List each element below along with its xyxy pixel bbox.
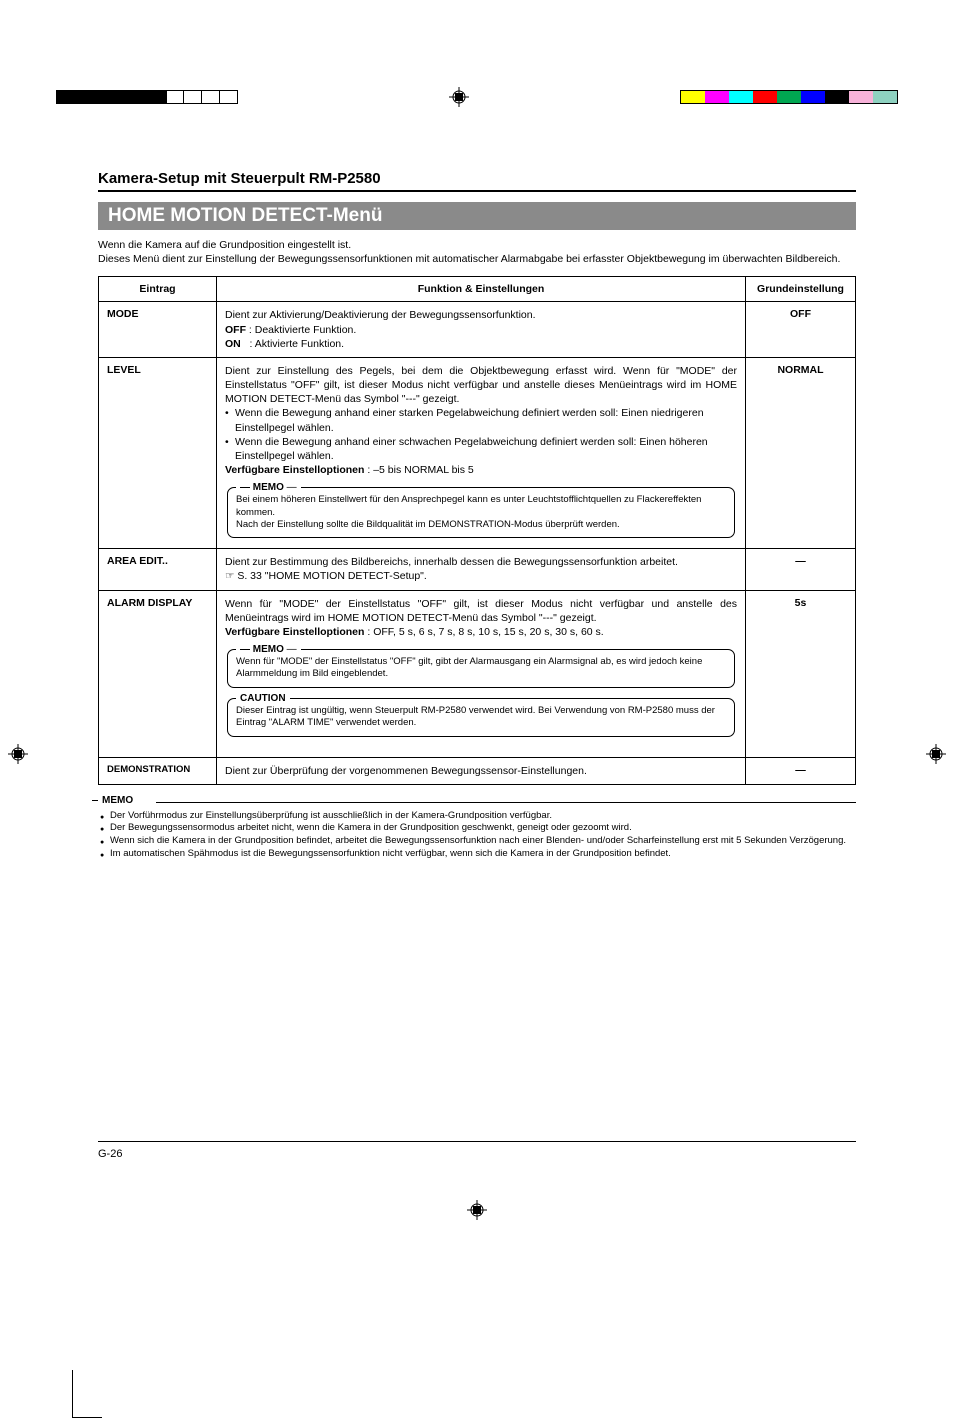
table-header-row: Eintrag Funktion & Einstellungen Grundei… — [99, 277, 856, 302]
reg-mark-bottom-icon — [0, 1200, 954, 1225]
memo-label: MEMO — [236, 643, 301, 656]
crop-mark-icon — [72, 1370, 102, 1418]
registration-top — [56, 84, 898, 110]
reg-mark-left-icon — [8, 744, 28, 769]
row-default: OFF — [746, 302, 856, 358]
table-row: LEVEL Dient zur Einstellung des Pegels, … — [99, 357, 856, 548]
page-memo-item: Der Bewegungssensormodus arbeitet nicht,… — [110, 822, 856, 835]
memo-box: MEMO Bei einem höheren Einstellwert für … — [227, 487, 735, 538]
level-b1: Wenn die Bewegung anhand einer starken P… — [235, 406, 737, 434]
settings-table: Eintrag Funktion & Einstellungen Grundei… — [98, 276, 856, 784]
reg-left — [56, 90, 238, 104]
row-desc: Dient zur Überprüfung der vorgenommenen … — [217, 757, 746, 784]
page-memo-item: Im automatischen Spähmodus ist die Beweg… — [110, 848, 856, 861]
intro-line1: Wenn die Kamera auf die Grundposition ei… — [98, 239, 351, 251]
row-default: NORMAL — [746, 357, 856, 548]
page: Kamera-Setup mit Steuerpult RM-P2580 HOM… — [0, 84, 954, 1225]
table-row: AREA EDIT.. Dient zur Bestimmung des Bil… — [99, 549, 856, 590]
row-default: 5s — [746, 590, 856, 757]
page-memo-list: Der Vorführmodus zur Einstellungsüberprü… — [110, 810, 856, 861]
row-default: — — [746, 757, 856, 784]
reg-right-colorbar — [680, 90, 898, 104]
page-memo-label: MEMO — [98, 795, 137, 806]
content: Kamera-Setup mit Steuerpult RM-P2580 HOM… — [98, 170, 856, 861]
row-label: MODE — [99, 302, 217, 358]
row-default: — — [746, 549, 856, 590]
level-opts-text: : –5 bis NORMAL bis 5 — [364, 464, 473, 476]
alarm-opts-text: : OFF, 5 s, 6 s, 7 s, 8 s, 10 s, 15 s, 2… — [364, 626, 603, 638]
level-b2: Wenn die Bewegung anhand einer schwachen… — [235, 435, 737, 463]
table-row: ALARM DISPLAY Wenn für "MODE" der Einste… — [99, 590, 856, 757]
row-desc: Dient zur Bestimmung des Bildbereichs, i… — [217, 549, 746, 590]
area-ref: ☞ S. 33 "HOME MOTION DETECT-Setup". — [225, 569, 737, 583]
page-memo: — MEMO Der Vorführmodus zur Einstellungs… — [98, 795, 856, 861]
page-number: G-26 — [98, 1148, 954, 1160]
caution-line: Dieser Eintrag ist ungültig, wenn Steuer… — [236, 705, 726, 730]
intro-text: Wenn die Kamera auf die Grundposition ei… — [98, 238, 856, 266]
alarm-opts-label: Verfügbare Einstelloptionen — [225, 626, 364, 638]
mode-on-label: ON — [225, 338, 241, 350]
header-eintrag: Eintrag — [99, 277, 217, 302]
memo-box: MEMO Wenn für "MODE" der Einstellstatus … — [227, 649, 735, 688]
section-kicker: Kamera-Setup mit Steuerpult RM-P2580 — [98, 170, 856, 192]
memo-rule — [156, 802, 856, 803]
row-label: DEMONSTRATION — [99, 757, 217, 784]
level-bullets: Wenn die Bewegung anhand einer starken P… — [225, 406, 737, 463]
memo-line: Bei einem höheren Einstellwert für den A… — [236, 494, 726, 519]
alarm-p1: Wenn für "MODE" der Einstellstatus "OFF"… — [225, 597, 737, 625]
mode-desc: Dient zur Aktivierung/Deaktivierung der … — [225, 309, 536, 321]
row-label: AREA EDIT.. — [99, 549, 217, 590]
mode-off-text: : Deaktivierte Funktion. — [249, 324, 356, 336]
intro-line2: Dieses Menü dient zur Einstellung der Be… — [98, 253, 840, 265]
table-row: DEMONSTRATION Dient zur Überprüfung der … — [99, 757, 856, 784]
row-label: ALARM DISPLAY — [99, 590, 217, 757]
menu-title: HOME MOTION DETECT-Menü — [98, 202, 856, 230]
row-desc: Dient zur Einstellung des Pegels, bei de… — [217, 357, 746, 548]
footer-rule — [98, 1141, 856, 1142]
header-default: Grundeinstellung — [746, 277, 856, 302]
row-desc: Wenn für "MODE" der Einstellstatus "OFF"… — [217, 590, 746, 757]
level-p1: Dient zur Einstellung des Pegels, bei de… — [225, 364, 737, 407]
table-row: MODE Dient zur Aktivierung/Deaktivierung… — [99, 302, 856, 358]
reg-mark-right-icon — [926, 744, 946, 769]
mode-off-label: OFF — [225, 324, 246, 336]
page-memo-item: Der Vorführmodus zur Einstellungsüberprü… — [110, 810, 856, 823]
area-p1: Dient zur Bestimmung des Bildbereichs, i… — [225, 555, 737, 569]
header-funktion: Funktion & Einstellungen — [217, 277, 746, 302]
row-label: LEVEL — [99, 357, 217, 548]
reg-mark-icon — [449, 87, 469, 107]
level-opts-label: Verfügbare Einstelloptionen — [225, 464, 364, 476]
memo-line: Wenn für "MODE" der Einstellstatus "OFF"… — [236, 656, 726, 681]
row-desc: Dient zur Aktivierung/Deaktivierung der … — [217, 302, 746, 358]
mode-on-text: : Aktivierte Funktion. — [250, 338, 345, 350]
page-memo-item: Wenn sich die Kamera in der Grundpositio… — [110, 835, 856, 848]
memo-label: MEMO — [236, 481, 301, 494]
caution-label: CAUTION — [236, 692, 290, 705]
memo-line: Nach der Einstellung sollte die Bildqual… — [236, 519, 726, 531]
caution-box: CAUTION Dieser Eintrag ist ungültig, wen… — [227, 698, 735, 737]
